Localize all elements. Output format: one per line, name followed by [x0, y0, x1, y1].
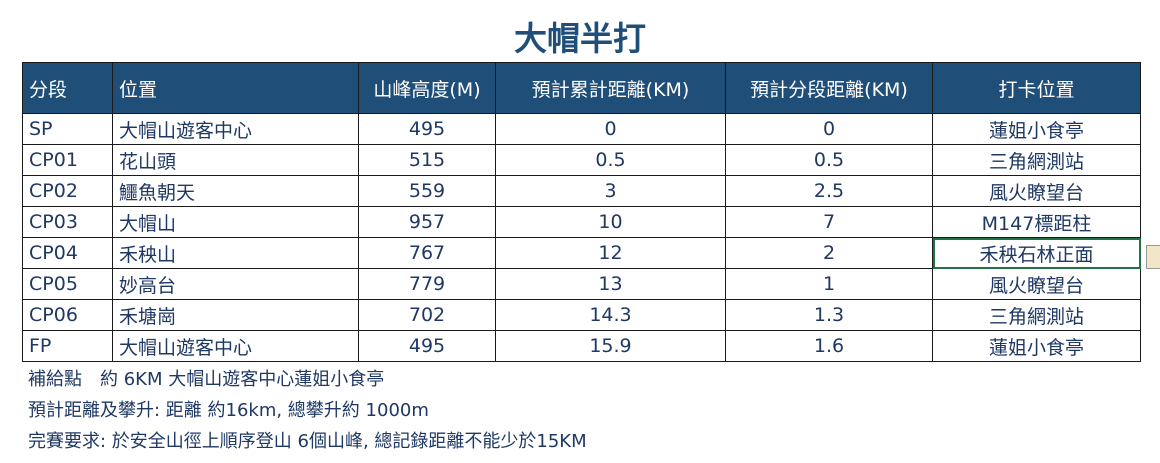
table-cell: 15.9 [495, 330, 726, 362]
table-cell: 蓮姐小食亭 [932, 113, 1141, 145]
table-cell: SP [22, 113, 113, 145]
table-cell: 495 [358, 113, 496, 145]
table-cell: 957 [358, 206, 496, 238]
table-cell: 鱷魚朝天 [112, 175, 359, 207]
table-cell: 495 [358, 330, 496, 362]
table-cell: 妙高台 [112, 268, 359, 300]
table-cell: 0 [725, 113, 933, 145]
table-row: FP 大帽山遊客中心 495 15.9 1.6 蓮姐小食亭 [22, 330, 1141, 362]
table-cell: 702 [358, 299, 496, 331]
table-cell: 蓮姐小食亭 [932, 330, 1141, 362]
paste-icon[interactable] [1146, 245, 1160, 269]
table-cell: 1 [725, 268, 933, 300]
table-cell: 7 [725, 206, 933, 238]
table-cell: 12 [495, 237, 726, 269]
header-cell: 預計累計距離(KM) [495, 62, 726, 114]
table-cell: 559 [358, 175, 496, 207]
table-cell: 779 [358, 268, 496, 300]
note: 預計距離及攀升: 距離 約16km, 總攀升約 1000m [28, 400, 429, 421]
table-cell: CP03 [22, 206, 113, 238]
table-cell: 大帽山 [112, 206, 359, 238]
table-cell: 風火瞭望台 [932, 175, 1141, 207]
table-cell: 大帽山遊客中心 [112, 113, 359, 145]
table-cell: 14.3 [495, 299, 726, 331]
table-cell: 花山頭 [112, 144, 359, 176]
table-cell: 3 [495, 175, 726, 207]
table: 分段 位置 山峰高度(M) 預計累計距離(KM) 預計分段距離(KM) 打卡位置 SP 大帽… [22, 62, 1141, 362]
header-cell: 分段 [22, 62, 113, 114]
table-cell: CP01 [22, 144, 113, 176]
table-cell: 禾秧山 [112, 237, 359, 269]
table-cell: 禾秧石林正面 [932, 237, 1141, 269]
table-body: SP 大帽山遊客中心 495 0 0 蓮姐小食亭 CP01 花山頭 515 0.5 0.5 三角網測站… [22, 113, 1141, 362]
notes: 補給點 約 6KM 大帽山遊客中心蓮姐小食亭預計距離及攀升: 距離 約16km,… [28, 364, 587, 457]
table-cell: M147標距柱 [932, 206, 1141, 238]
table-row: CP01 花山頭 515 0.5 0.5 三角網測站 [22, 144, 1141, 176]
table-cell: CP06 [22, 299, 113, 331]
table-cell: CP05 [22, 268, 113, 300]
table-cell: 767 [358, 237, 496, 269]
table-row: CP05 妙高台 779 13 1 風火瞭望台 [22, 268, 1141, 300]
table-cell: 1.3 [725, 299, 933, 331]
table-cell: 515 [358, 144, 496, 176]
table-cell: 風火瞭望台 [932, 268, 1141, 300]
table-cell: 13 [495, 268, 726, 300]
table-row: CP03 大帽山 957 10 7 M147標距柱 [22, 206, 1141, 238]
table-row: SP 大帽山遊客中心 495 0 0 蓮姐小食亭 [22, 113, 1141, 145]
table-cell: 10 [495, 206, 726, 238]
title: 大帽半打 [514, 19, 646, 58]
table-cell: CP04 [22, 237, 113, 269]
table-row: CP06 禾塘崗 702 14.3 1.3 三角網測站 [22, 299, 1141, 331]
table-cell: FP [22, 330, 113, 362]
header-cell: 山峰高度(M) [358, 62, 496, 114]
header-cell: 位置 [112, 62, 359, 114]
table-row: CP04 禾秧山 767 12 2 禾秧石林正面 [22, 237, 1141, 269]
table-cell: 2 [725, 237, 933, 269]
table-cell: 1.6 [725, 330, 933, 362]
table-cell: 三角網測站 [932, 299, 1141, 331]
header-cell: 打卡位置 [932, 62, 1141, 114]
table-cell: 禾塘崗 [112, 299, 359, 331]
table-cell: 0.5 [495, 144, 726, 176]
note: 完賽要求: 於安全山徑上順序登山 6個山峰, 總記錄距離不能少於15KM [28, 431, 587, 452]
table-cell: 2.5 [725, 175, 933, 207]
table-cell: 0.5 [725, 144, 933, 176]
table-cell: 0 [495, 113, 726, 145]
table-cell: 三角網測站 [932, 144, 1141, 176]
table-row: CP02 鱷魚朝天 559 3 2.5 風火瞭望台 [22, 175, 1141, 207]
header-cell: 預計分段距離(KM) [725, 62, 933, 114]
table-cell: CP02 [22, 175, 113, 207]
header-row: 分段 位置 山峰高度(M) 預計累計距離(KM) 預計分段距離(KM) 打卡位置 [22, 62, 1141, 114]
table-cell: 大帽山遊客中心 [112, 330, 359, 362]
note: 補給點 約 6KM 大帽山遊客中心蓮姐小食亭 [28, 369, 385, 390]
